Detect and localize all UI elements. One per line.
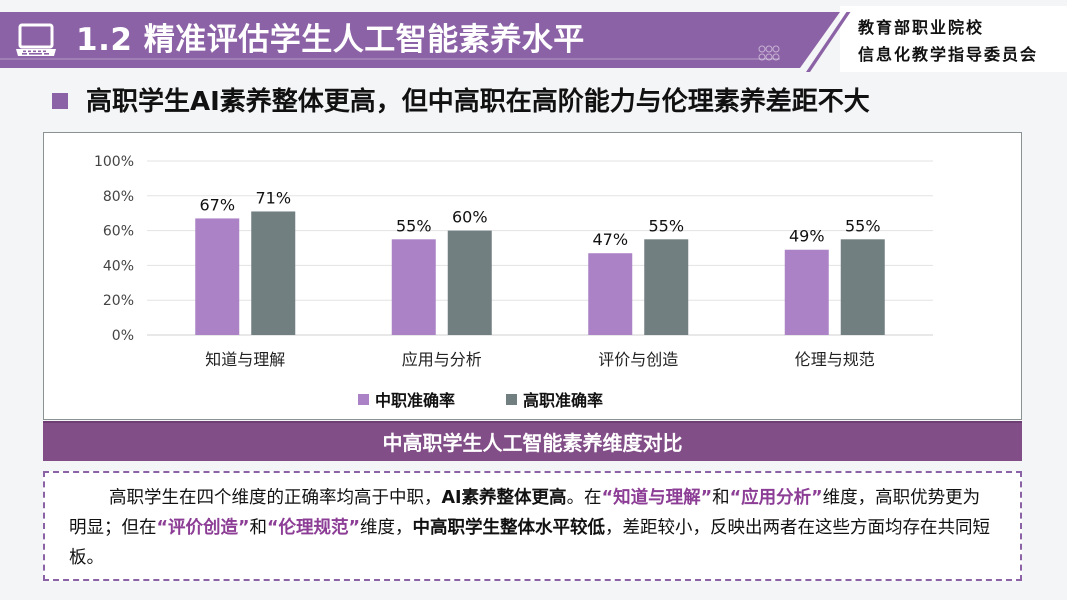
data-label: 49% [789, 227, 825, 246]
data-label: 67% [199, 195, 235, 214]
y-tick-label: 20% [103, 293, 134, 309]
org-logo-area [840, 6, 1067, 72]
laptop-icon [16, 23, 56, 56]
page-title: 1.2 精准评估学生人工智能素养水平 [76, 22, 585, 58]
desc-text: 维度，高职优势更为明显；但在 [69, 488, 981, 538]
bar-chart: 0% 20% 40% 60% 80% 100% 67% 71% 知道与理解 55% 60% 应用与分析… [94, 154, 933, 369]
data-label: 55% [648, 216, 684, 235]
desc-highlight: “应用分析” [729, 488, 823, 508]
legend-item-secondary: 中职准确率 [358, 387, 455, 411]
data-label: 60% [452, 208, 488, 227]
desc-text: 维度， [360, 518, 413, 538]
bar [391, 239, 436, 335]
x-category-label: 应用与分析 [402, 350, 482, 369]
org-line-1: 教育部职业院校 [858, 18, 985, 37]
data-label: 55% [845, 216, 881, 235]
description-box: 高职学生在四个维度的正确率均高于中职，AI素养整体更高。在“知道与理解”和“应用… [43, 471, 1022, 581]
y-tick-label: 40% [103, 258, 134, 274]
x-category-label: 伦理与规范 [795, 350, 875, 369]
bar [840, 239, 885, 335]
bar [447, 230, 492, 335]
desc-bold: AI素养整体更高 [441, 488, 567, 508]
desc-text: ，差距较小，反映出两者在这些方面均存在共同短板。 [69, 518, 991, 568]
org-name: 教育部职业院校 信息化教学指导委员会 [858, 14, 1038, 68]
y-tick-label: 80% [103, 189, 134, 205]
bar [195, 218, 240, 335]
legend-label: 高职准确率 [523, 391, 604, 410]
bar [644, 239, 689, 335]
desc-highlight: “伦理规范” [267, 518, 361, 538]
legend-swatch-gray [506, 393, 517, 405]
desc-text: 。在 [566, 488, 602, 508]
subtitle-bullet-icon [52, 93, 68, 109]
desc-text: 高职学生在四个维度的正确率均高于中职， [109, 488, 442, 508]
x-category-label: 知道与理解 [205, 350, 285, 369]
legend-item-higher: 高职准确率 [506, 387, 603, 411]
legend-swatch-purple [358, 393, 369, 405]
desc-text: 和 [249, 518, 268, 538]
data-label: 55% [396, 216, 432, 235]
data-label: 47% [592, 230, 628, 249]
bar [588, 253, 633, 335]
y-tick-label: 100% [94, 154, 134, 170]
data-label: 71% [255, 188, 291, 207]
y-tick-label: 0% [112, 328, 134, 344]
desc-bold: 中高职学生整体水平较低 [412, 518, 606, 538]
desc-highlight: “评价创造” [156, 518, 250, 538]
chart-panel: 0% 20% 40% 60% 80% 100% 67% 71% 知道与理解 55% 60% 应用与分析… [43, 132, 1022, 420]
y-tick-label: 60% [103, 224, 134, 240]
bar [784, 249, 829, 335]
desc-text: 和 [712, 488, 730, 508]
title-bar [0, 12, 840, 68]
slide-subtitle: 高职学生AI素养整体更高，但中高职在高阶能力与伦理素养差距不大 [86, 87, 870, 117]
legend-label: 中职准确率 [375, 391, 456, 410]
bar [251, 211, 296, 335]
chart-caption: 中高职学生人工智能素养维度对比 [43, 421, 1022, 461]
desc-highlight: “知道与理解” [601, 488, 713, 508]
decorative-pattern-icon [758, 45, 780, 61]
x-category-label: 评价与创造 [598, 350, 678, 369]
org-line-2: 信息化教学指导委员会 [858, 45, 1039, 64]
